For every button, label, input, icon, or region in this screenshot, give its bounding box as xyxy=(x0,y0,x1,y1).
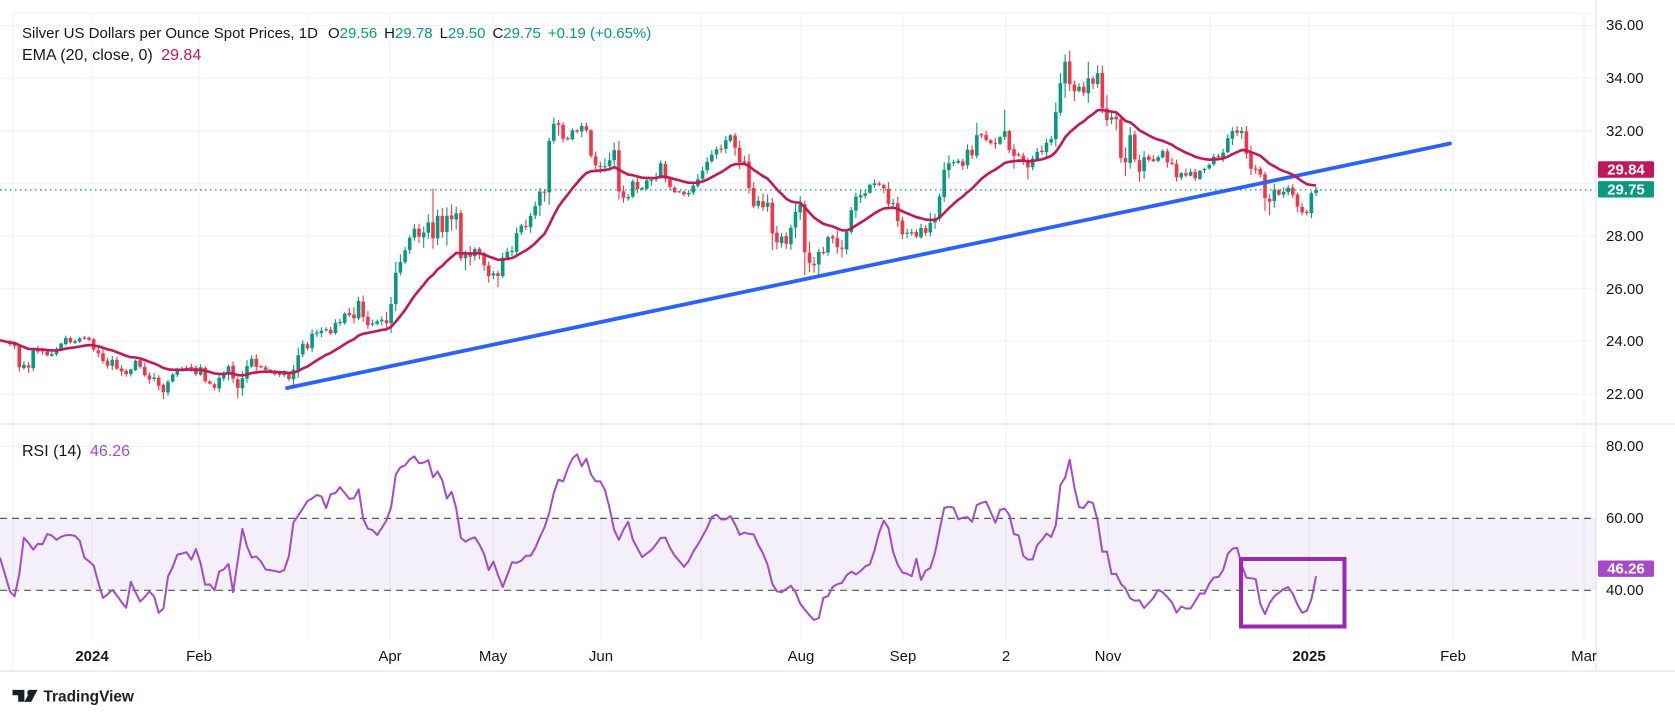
svg-text:Apr: Apr xyxy=(378,648,401,665)
svg-text:40.00: 40.00 xyxy=(1606,582,1644,599)
svg-text:2025: 2025 xyxy=(1292,648,1325,665)
svg-text:34.00: 34.00 xyxy=(1606,70,1644,87)
svg-text:TradingView: TradingView xyxy=(44,689,134,706)
svg-text:24.00: 24.00 xyxy=(1606,333,1644,350)
svg-text:29.84: 29.84 xyxy=(1607,162,1645,179)
svg-text:Silver US Dollars per Ounce Sp: Silver US Dollars per Ounce Spot Prices,… xyxy=(22,25,651,42)
svg-text:22.00: 22.00 xyxy=(1606,386,1644,403)
svg-text:46.26: 46.26 xyxy=(1607,561,1645,578)
svg-text:28.00: 28.00 xyxy=(1606,228,1644,245)
svg-text:32.00: 32.00 xyxy=(1606,123,1644,140)
svg-text:29.75: 29.75 xyxy=(1607,181,1645,198)
svg-text:60.00: 60.00 xyxy=(1606,510,1644,527)
svg-text:May: May xyxy=(479,648,508,665)
svg-text:26.00: 26.00 xyxy=(1606,281,1644,298)
svg-text:2: 2 xyxy=(1002,648,1010,665)
svg-text:36.00: 36.00 xyxy=(1606,17,1644,34)
svg-text:Mar: Mar xyxy=(1571,648,1597,665)
svg-text:Aug: Aug xyxy=(788,648,815,665)
svg-text:2024: 2024 xyxy=(75,648,109,665)
svg-text:Nov: Nov xyxy=(1095,648,1122,665)
svg-text:80.00: 80.00 xyxy=(1606,438,1644,455)
svg-text:Feb: Feb xyxy=(186,648,212,665)
svg-text:Jun: Jun xyxy=(589,648,613,665)
svg-text:Feb: Feb xyxy=(1440,648,1466,665)
svg-text:EMA (20, close, 0) 29.84: EMA (20, close, 0) 29.84 xyxy=(22,47,201,64)
svg-text:RSI (14) 46.26: RSI (14) 46.26 xyxy=(22,443,130,460)
svg-text:Sep: Sep xyxy=(890,648,917,665)
